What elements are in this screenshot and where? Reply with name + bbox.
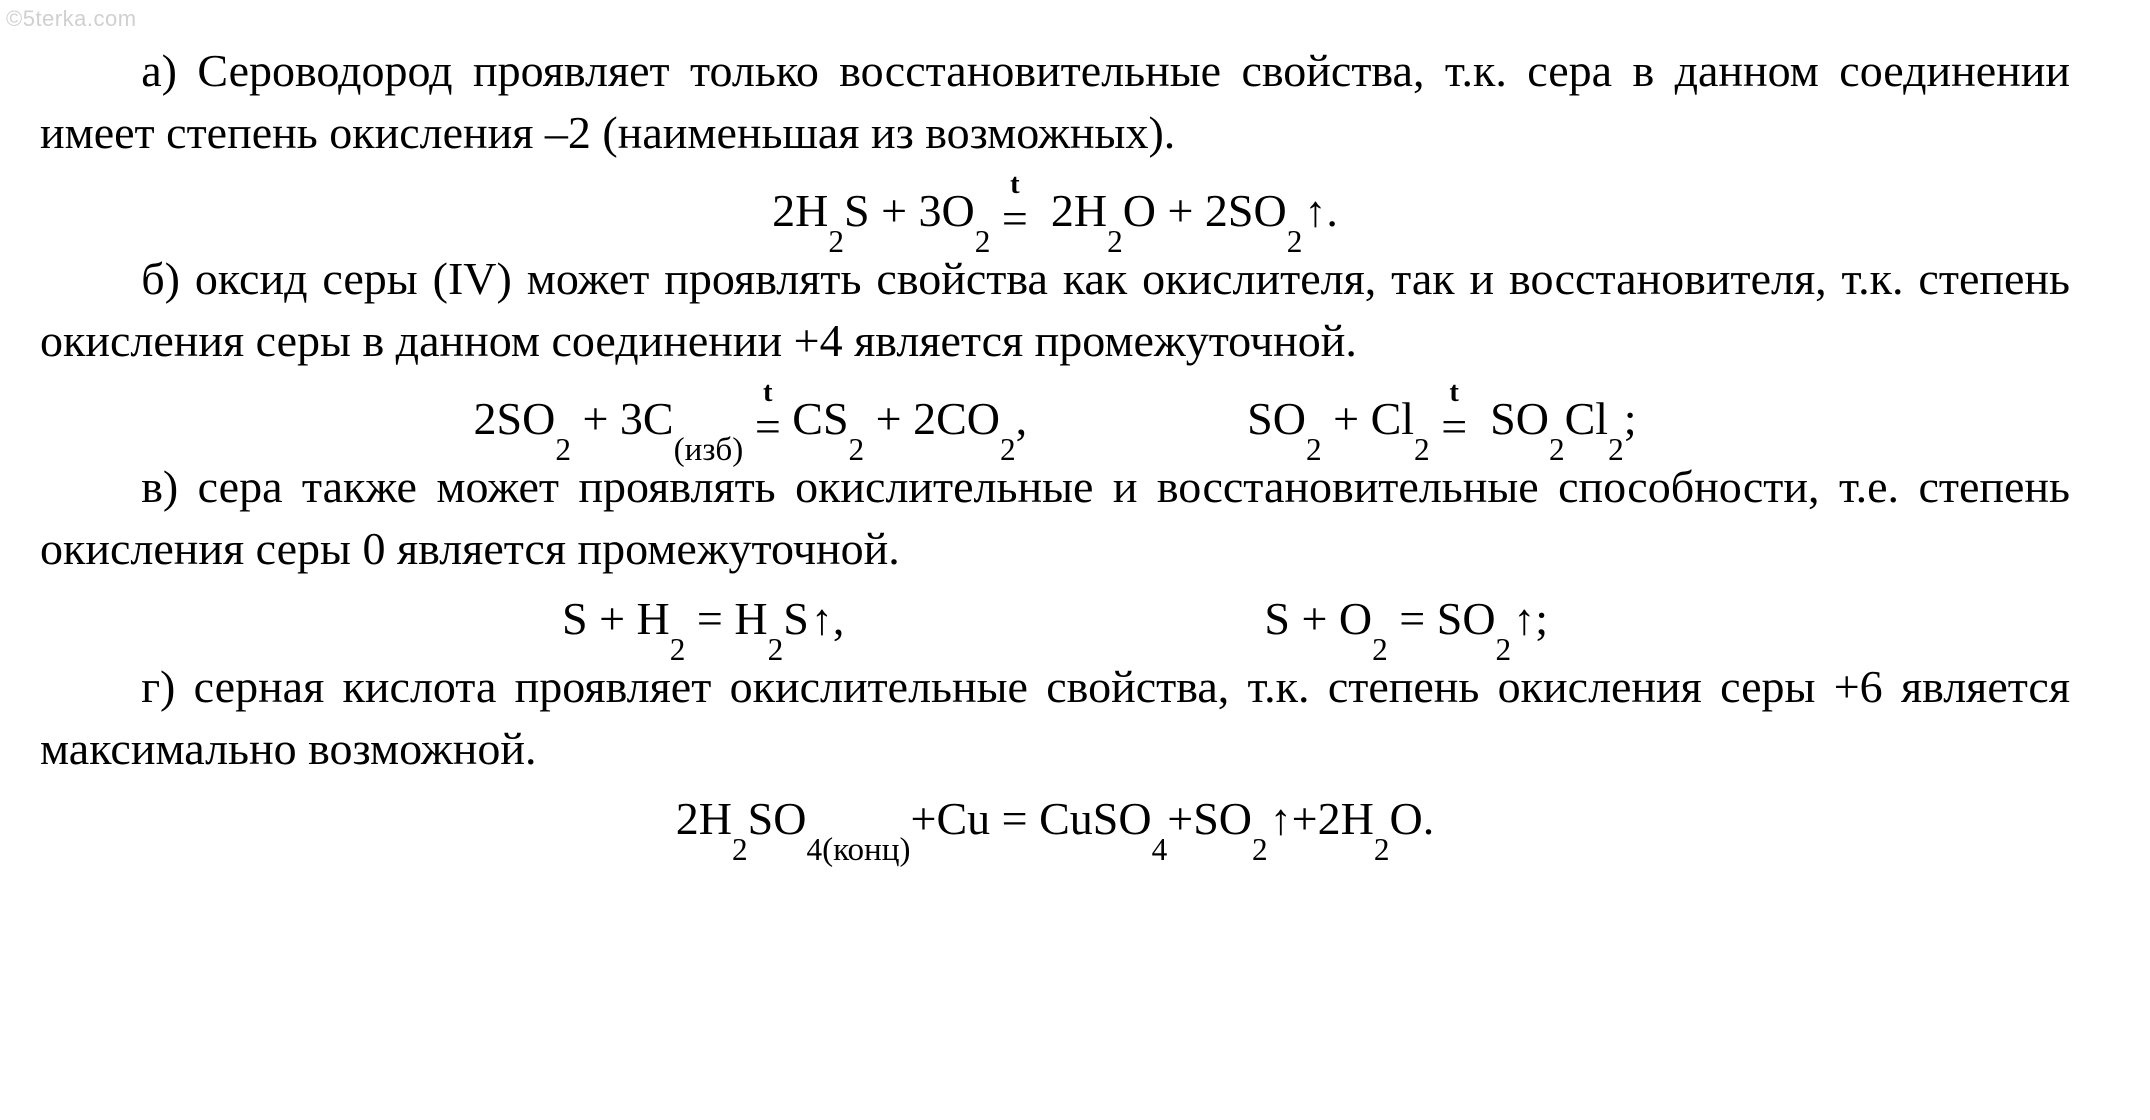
eq-tail: , (1016, 388, 1028, 450)
eq-tail: ; (1535, 588, 1548, 650)
eq-op: + (1167, 788, 1193, 850)
eq-term: 2SO (474, 388, 556, 450)
document-page: а) Сероводород проявляет только восстано… (0, 0, 2150, 896)
eq-term: 2H (1318, 788, 1374, 850)
equation-row-a: 2H2S + 3O2 t = 2H2O + 2SO2↑. (40, 172, 2070, 242)
eq-op: + (571, 388, 620, 450)
eq-term: O (1123, 180, 1156, 242)
eq-tail: , (833, 588, 845, 650)
eq-term: SO (1437, 588, 1496, 650)
equation-v-2: S + O2 = SO2↑; (1264, 588, 1548, 650)
label-g: г) (141, 661, 175, 712)
eq-term: 2SO (1205, 180, 1287, 242)
eq-op: + (1290, 588, 1339, 650)
eq-tail: ; (1624, 388, 1637, 450)
eq-term: S (783, 588, 809, 650)
up-arrow-icon: ↑ (1302, 183, 1326, 242)
eq-symbol: = (1388, 588, 1437, 650)
eq-tail: . (1326, 180, 1338, 242)
eq-term: S (562, 588, 588, 650)
eq-op: + (870, 180, 919, 242)
watermark-text: ©5terka.com (6, 6, 137, 32)
eq-term: H (637, 588, 670, 650)
eq-term: O (1390, 788, 1423, 850)
eq-term: S (1264, 588, 1290, 650)
text-v: сера также может проявлять окислительные… (40, 461, 2070, 574)
eq-term: 3O (919, 180, 975, 242)
eq-term: Cl (1565, 388, 1608, 450)
eq-term: SO (1490, 388, 1549, 450)
eq-term: SO (1247, 388, 1306, 450)
eq-term: 3C (620, 388, 674, 450)
equals-with-t: t = (990, 172, 1039, 242)
eq-term: CuSO (1039, 788, 1151, 850)
equation-b-1: 2SO2 + 3C(изб) t = CS2 + 2CO2, (474, 380, 1028, 450)
eq-term: H (734, 588, 767, 650)
eq-op: + (1292, 788, 1318, 850)
paragraph-g: г) серная кислота проявляет окислительны… (40, 656, 2070, 780)
eq-term: S (844, 180, 870, 242)
eq-op: + (588, 588, 637, 650)
eq-op: + (911, 788, 937, 850)
eq-symbol: = (1002, 196, 1028, 242)
equation-row-v: S + H2 = H2S↑, S + O2 = SO2↑; (40, 588, 2070, 650)
eq-term: 2CO (913, 388, 1000, 450)
text-a: Сероводород проявляет только восстановит… (40, 45, 2070, 158)
eq-op: + (864, 388, 913, 450)
equation-b-2: SO2 + Cl2 t = SO2Cl2; (1247, 380, 1636, 450)
label-v: в) (141, 461, 178, 512)
text-g: серная кислота проявляет окислительные с… (40, 661, 2070, 774)
label-a: а) (141, 45, 177, 96)
eq-term: SO (748, 788, 807, 850)
eq-term: Cu (936, 788, 990, 850)
eq-op: + (1156, 180, 1205, 242)
eq-term: SO (1193, 788, 1252, 850)
equation-v-1: S + H2 = H2S↑, (562, 588, 844, 650)
up-arrow-icon: ↑ (1268, 791, 1292, 850)
equation-row-g: 2H2SO4(конц)+Cu = CuSO4+SO2↑+2H2O. (40, 788, 2070, 850)
eq-term: 2H (772, 180, 828, 242)
eq-symbol: = (755, 404, 781, 450)
eq-term: O (1339, 588, 1372, 650)
eq-term: CS (792, 388, 848, 450)
equals-with-t: t = (1430, 380, 1479, 450)
equals-with-t: t = (743, 380, 792, 450)
up-arrow-icon: ↑ (1511, 591, 1535, 650)
eq-term: 2H (676, 788, 732, 850)
paragraph-v: в) сера также может проявлять окислитель… (40, 456, 2070, 580)
paragraph-b: б) оксид серы (IV) может проявлять свойс… (40, 248, 2070, 372)
eq-term: Cl (1371, 388, 1414, 450)
eq-op: + (1322, 388, 1371, 450)
eq-symbol: = (990, 788, 1039, 850)
eq-symbol: = (1441, 404, 1467, 450)
up-arrow-icon: ↑ (809, 591, 833, 650)
eq-term: 2H (1051, 180, 1107, 242)
eq-tail: . (1423, 788, 1435, 850)
label-b: б) (141, 253, 180, 304)
equation-a-1: 2H2S + 3O2 t = 2H2O + 2SO2↑. (772, 172, 1338, 242)
paragraph-a: а) Сероводород проявляет только восстано… (40, 40, 2070, 164)
equation-g-1: 2H2SO4(конц)+Cu = CuSO4+SO2↑+2H2O. (676, 788, 1434, 850)
eq-symbol: = (685, 588, 734, 650)
text-b: оксид серы (IV) может проявлять свойства… (40, 253, 2070, 366)
equation-row-b: 2SO2 + 3C(изб) t = CS2 + 2CO2, SO2 + Cl2… (40, 380, 2070, 450)
